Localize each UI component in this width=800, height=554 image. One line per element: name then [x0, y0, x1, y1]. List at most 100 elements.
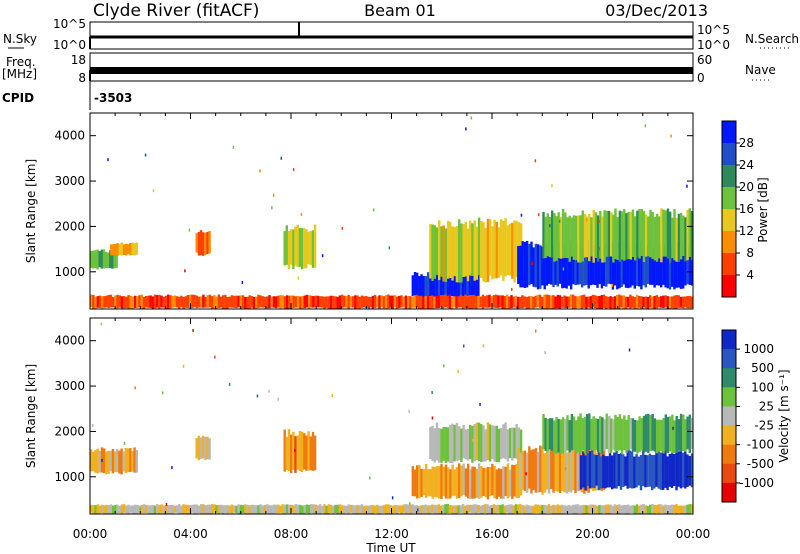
- power-cell: [416, 272, 419, 296]
- power-cell: [657, 244, 661, 286]
- velocity-speck: [134, 386, 136, 390]
- velocity-speck: [182, 364, 185, 368]
- velocity-cell: [688, 504, 691, 514]
- velocity-speck: [443, 364, 445, 368]
- colorbar-swatch: [722, 121, 736, 144]
- velocity-cell: [633, 505, 636, 514]
- power-speck: [585, 221, 587, 225]
- velocity-cell: [290, 434, 293, 474]
- velocity-cell: [484, 467, 487, 498]
- power-cell: [429, 276, 432, 297]
- velocity-cell: [371, 505, 375, 514]
- power-cell: [609, 247, 612, 285]
- velocity-cell: [569, 505, 573, 513]
- power-cell: [660, 208, 663, 263]
- power-cell: [655, 295, 658, 309]
- velocity-cell: [367, 505, 370, 514]
- power-cell: [599, 210, 602, 259]
- velocity-speck: [409, 502, 411, 506]
- power-cell: [528, 243, 531, 286]
- power-cell: [200, 296, 203, 308]
- power-cell: [482, 222, 485, 282]
- velocity-cell: [503, 505, 507, 514]
- power-cell: [446, 220, 450, 279]
- colorbar-swatch: [722, 330, 736, 350]
- power-cell: [592, 209, 595, 263]
- power-cell: [189, 294, 192, 309]
- power-cell: [534, 243, 538, 288]
- power-cell: [557, 212, 560, 259]
- power-cell: [541, 246, 544, 286]
- power-cell: [292, 295, 295, 308]
- power-speck: [551, 184, 553, 188]
- velocity-cell: [596, 418, 600, 453]
- velocity-cell: [156, 504, 159, 514]
- velocity-cell: [107, 450, 110, 474]
- velocity-cell: [561, 504, 564, 514]
- velocity-yticks: 4000 3000 2000 1000: [54, 318, 694, 514]
- velocity-cell: [309, 436, 312, 471]
- power-cell: [472, 273, 476, 297]
- power-cell: [671, 296, 674, 309]
- colorbar-swatch: [722, 387, 736, 407]
- velocity-cell: [655, 505, 658, 514]
- nsearch-label: N.Search: [745, 32, 799, 46]
- power-cell: [116, 243, 119, 256]
- velocity-cell: [259, 504, 262, 514]
- power-cell: [202, 232, 205, 256]
- power-cell: [682, 215, 685, 256]
- power-cell: [279, 295, 282, 309]
- velocity-cell: [453, 424, 456, 462]
- velocity-cell: [647, 413, 650, 454]
- power-cell: [527, 296, 531, 309]
- power-cell: [594, 212, 598, 258]
- power-speck: [241, 281, 244, 284]
- velocity-cell: [508, 428, 512, 459]
- power-cell: [653, 247, 656, 288]
- velocity-cell: [272, 504, 276, 514]
- velocity-cell: [442, 427, 445, 461]
- velocity-cell: [118, 505, 121, 514]
- power-cell: [616, 242, 619, 290]
- velocity-cell: [677, 505, 680, 514]
- power-cell: [488, 219, 492, 276]
- power-cell: [252, 297, 256, 309]
- y-tick-label: 4000: [54, 129, 85, 143]
- power-cell: [208, 231, 211, 254]
- velocity-cell: [596, 505, 599, 514]
- power-cell: [601, 216, 604, 263]
- power-cell: [136, 296, 139, 308]
- velocity-cell: [502, 424, 505, 459]
- power-cell: [222, 295, 225, 309]
- power-cell: [605, 210, 608, 257]
- power-cell: [351, 296, 355, 308]
- velocity-cell: [294, 436, 297, 473]
- velocity-cell: [252, 504, 256, 514]
- velocity-cell: [211, 504, 214, 514]
- velocity-cell: [640, 418, 643, 451]
- velocity-cell: [305, 504, 309, 514]
- power-cell: [413, 295, 416, 308]
- velocity-cell: [393, 504, 397, 514]
- power-cell: [114, 244, 117, 255]
- power-cell: [422, 276, 425, 298]
- power-cell: [511, 222, 514, 279]
- power-speck: [232, 145, 235, 149]
- velocity-cell: [90, 504, 93, 513]
- velocity-cell: [111, 449, 115, 474]
- velocity-cell: [129, 505, 132, 513]
- power-cell: [483, 296, 487, 308]
- power-cell: [294, 226, 297, 266]
- cpid-value: -3503: [94, 91, 132, 105]
- velocity-cell: [649, 504, 652, 514]
- velocity-cell: [558, 446, 562, 493]
- velocity-cell: [547, 504, 551, 513]
- power-cell: [686, 209, 689, 261]
- power-cell: [553, 213, 556, 262]
- velocity-cell: [572, 446, 575, 491]
- velocity-cell: [613, 504, 617, 514]
- power-cell: [360, 295, 364, 308]
- power-cell: [611, 242, 615, 290]
- velocity-cell: [343, 505, 346, 514]
